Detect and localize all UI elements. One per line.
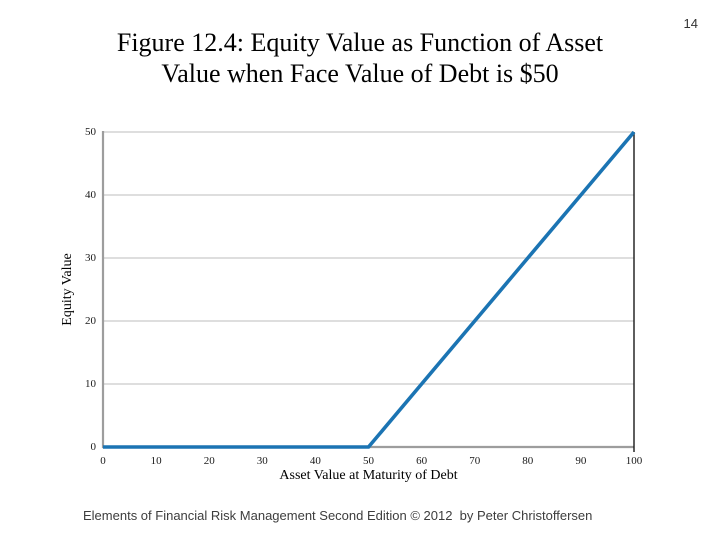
x-tick-label: 100: [625, 455, 643, 467]
x-tick-label: 50: [363, 455, 374, 467]
y-tick-label: 40: [85, 189, 96, 201]
x-tick-label: 10: [150, 455, 162, 467]
y-tick-label: 10: [85, 378, 96, 390]
footer-credit: Elements of Financial Risk Management Se…: [83, 508, 593, 523]
y-tick-label: 50: [85, 126, 96, 138]
x-tick-label: 20: [203, 455, 215, 467]
x-tick-label: 60: [416, 455, 428, 467]
slide-title-line-1: Figure 12.4: Equity Value as Function of…: [116, 28, 604, 57]
y-tick-label: 20: [85, 315, 96, 327]
y-tick-label: 30: [85, 252, 96, 264]
x-tick-label: 90: [575, 455, 587, 467]
x-tick-label: 70: [469, 455, 481, 467]
x-tick-label: 30: [256, 455, 268, 467]
slide-title-line-2: Value when Face Value of Debt is $50: [161, 59, 559, 88]
x-tick-label: 40: [309, 455, 321, 467]
x-axis-title: Asset Value at Maturity of Debt: [279, 468, 458, 483]
x-tick-label: 0: [100, 455, 106, 467]
y-tick-label: 0: [90, 441, 97, 453]
slide-title: Figure 12.4: Equity Value as Function of…: [0, 27, 720, 89]
equity-value-line: [103, 130, 636, 449]
page-number: 14: [683, 16, 698, 31]
y-axis-title: Equity Value: [60, 253, 75, 326]
x-tick-label: 80: [522, 455, 534, 467]
